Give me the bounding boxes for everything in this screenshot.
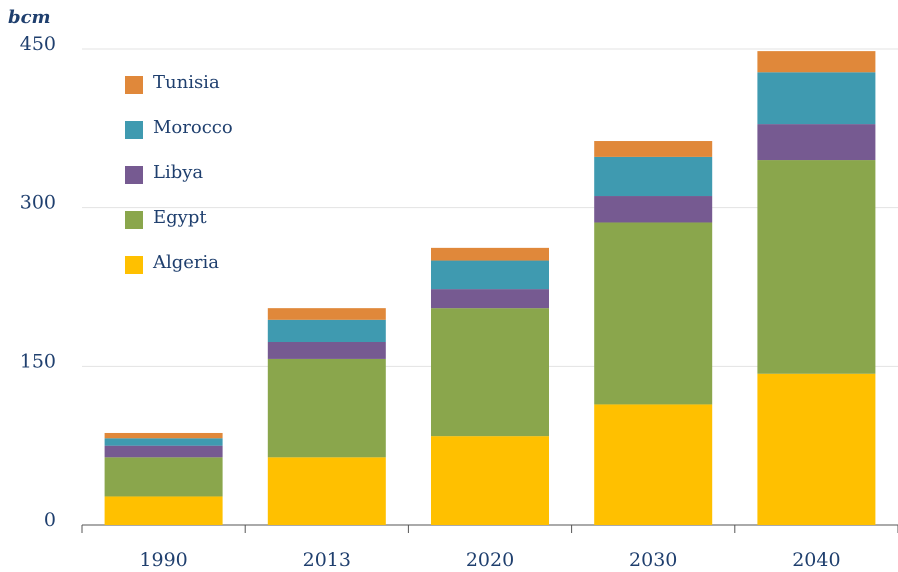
bar-segment bbox=[104, 432, 223, 439]
bar-segment bbox=[594, 222, 713, 405]
bar-segment bbox=[757, 51, 876, 73]
bar-segment bbox=[757, 373, 876, 525]
bar-segment bbox=[594, 141, 713, 157]
bar-segment bbox=[757, 124, 876, 161]
bar-segment bbox=[431, 260, 549, 290]
y-axis-unit: bcm bbox=[8, 7, 51, 28]
y-tick-label: 300 bbox=[20, 192, 56, 214]
legend-label: Tunisia bbox=[153, 72, 220, 93]
bar-segment bbox=[267, 319, 386, 343]
bar-segment bbox=[104, 438, 223, 446]
bar-segment bbox=[431, 308, 549, 437]
x-tick-label: 2040 bbox=[792, 549, 840, 571]
legend-swatch bbox=[125, 121, 143, 139]
y-tick-label: 150 bbox=[20, 350, 56, 372]
legend-swatch bbox=[125, 76, 143, 94]
x-tick-label: 1990 bbox=[139, 549, 187, 571]
legend-swatch bbox=[125, 166, 143, 184]
bar-segment bbox=[431, 436, 549, 525]
bar-segment bbox=[267, 358, 386, 458]
bar-segment bbox=[594, 196, 713, 223]
bar-segment bbox=[267, 342, 386, 359]
bar-segment bbox=[431, 247, 549, 261]
x-tick-label: 2020 bbox=[466, 549, 514, 571]
legend-label: Algeria bbox=[152, 252, 219, 273]
x-tick-label: 2013 bbox=[303, 549, 351, 571]
bar-segment bbox=[431, 289, 549, 309]
bar-segment bbox=[594, 156, 713, 197]
bar-segment bbox=[104, 457, 223, 497]
bar-segment bbox=[104, 445, 223, 458]
legend-label: Morocco bbox=[153, 117, 233, 138]
bar-segment bbox=[267, 308, 386, 320]
bar-segment bbox=[594, 404, 713, 525]
x-tick-label: 2030 bbox=[629, 549, 677, 571]
legend-label: Egypt bbox=[153, 207, 207, 228]
bar-segment bbox=[757, 160, 876, 374]
legend-swatch bbox=[125, 256, 143, 274]
bar-segment bbox=[104, 496, 223, 525]
y-tick-label: 0 bbox=[44, 509, 56, 531]
bar-segment bbox=[267, 457, 386, 525]
legend-swatch bbox=[125, 211, 143, 229]
legend-label: Libya bbox=[153, 162, 203, 183]
y-tick-label: 450 bbox=[20, 33, 56, 55]
bar-segment bbox=[757, 72, 876, 125]
